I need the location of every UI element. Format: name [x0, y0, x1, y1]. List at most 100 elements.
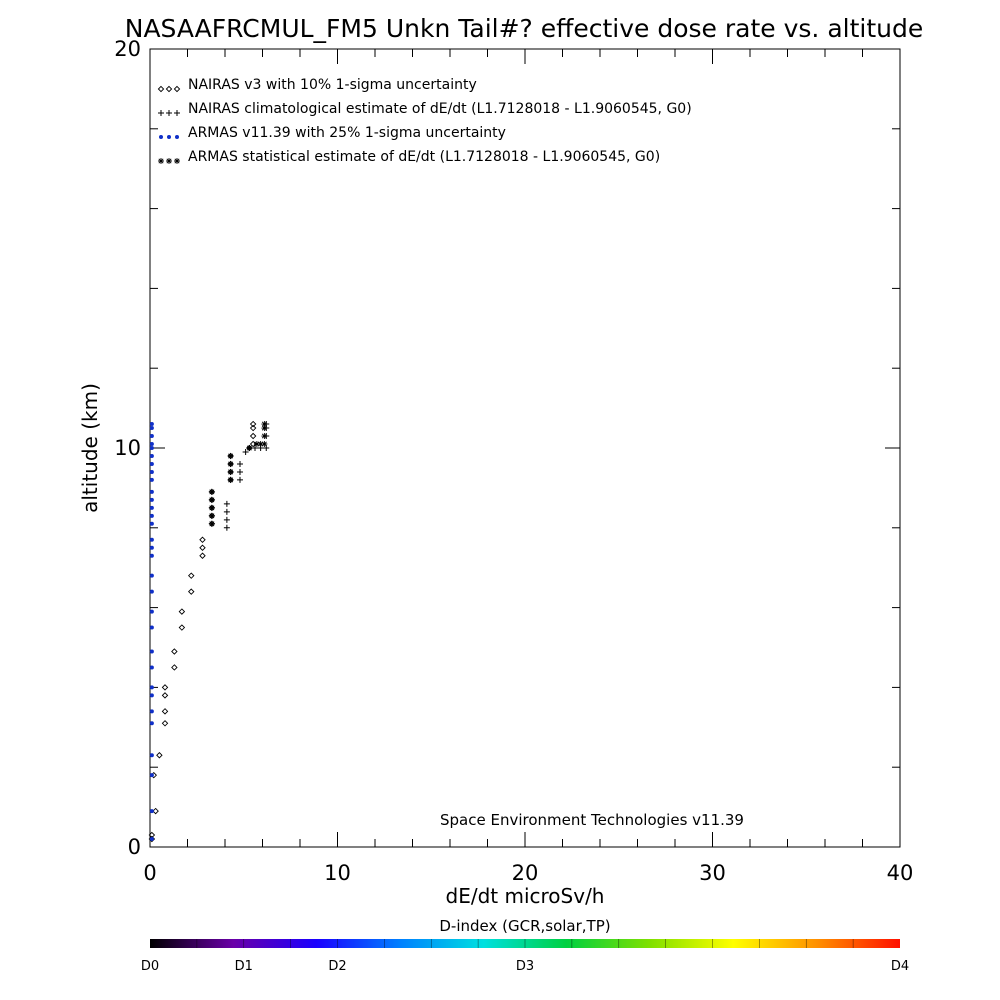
dot-point [149, 537, 154, 542]
asterisk-point [253, 441, 260, 448]
plus-point [237, 460, 243, 467]
legend-label: ARMAS v11.39 with 25% 1-sigma uncertaint… [188, 125, 506, 141]
dot-point [149, 753, 154, 758]
dot-point [149, 649, 154, 654]
dot-point [149, 422, 154, 427]
diamond-point [199, 544, 206, 551]
plus-point [237, 476, 243, 483]
asterisk-point [227, 468, 234, 475]
colorbar-label: D4 [891, 959, 909, 974]
dot-point [149, 685, 154, 690]
y-tick-label: 20 [114, 37, 141, 61]
dot-point [175, 135, 179, 139]
plus-point [237, 468, 243, 475]
dot-point [149, 453, 154, 458]
dot-point [149, 709, 154, 714]
colorbar-label: D1 [235, 959, 253, 974]
asterisk-point [208, 520, 215, 527]
dot-point [149, 434, 154, 439]
legend-label: NAIRAS climatological estimate of dE/dt … [188, 101, 692, 117]
asterisk-point [166, 158, 172, 164]
diamond-point [199, 536, 206, 544]
diamond-point [178, 608, 186, 615]
x-tick-label: 40 [887, 861, 914, 885]
dot-point [149, 609, 154, 614]
diamond-point [157, 85, 165, 93]
dot-point [149, 809, 154, 814]
diamond-point [152, 807, 159, 815]
dot-point [159, 135, 163, 139]
plus-point [223, 516, 230, 523]
plus-point [223, 500, 230, 507]
dot-point [149, 721, 154, 726]
plus-point [223, 508, 230, 515]
colorbar-ticks [196, 939, 854, 948]
asterisk-point [227, 452, 234, 459]
dot-point [149, 573, 154, 578]
asterisk-point [174, 158, 180, 164]
asterisk-point [261, 421, 268, 428]
dot-point [149, 545, 154, 550]
legend-item: ARMAS v11.39 with 25% 1-sigma uncertaint… [159, 125, 506, 141]
dot-point [149, 461, 154, 466]
diamond-point [173, 85, 181, 93]
diamond-point [188, 588, 195, 595]
diamond-point [161, 692, 169, 699]
diamond-point [249, 440, 257, 448]
legend-label: NAIRAS v3 with 10% 1-sigma uncertainty [188, 77, 477, 93]
asterisk-point [158, 158, 164, 164]
legend-item: NAIRAS v3 with 10% 1-sigma uncertainty [157, 77, 477, 93]
diamond-point [161, 720, 169, 727]
diamond-point [249, 432, 257, 440]
diamond-point [161, 684, 169, 691]
plus-point [174, 110, 180, 116]
series-diamond [148, 420, 257, 843]
diamond-point [178, 624, 186, 631]
asterisk-point [208, 504, 215, 511]
diamond-point [165, 85, 173, 93]
x-tick-label: 30 [699, 861, 726, 885]
chart-title: NASAAFRCMUL_FM5 Unkn Tail#? effective do… [125, 14, 924, 43]
credit-text: Space Environment Technologies v11.39 [440, 811, 744, 829]
y-tick-label: 0 [128, 835, 141, 859]
dot-point [149, 477, 154, 482]
diamond-point [171, 648, 178, 655]
legend-item: NAIRAS climatological estimate of dE/dt … [158, 101, 692, 117]
plus-point [158, 110, 164, 116]
diamond-point [249, 424, 257, 432]
x-tick-label: 20 [512, 861, 539, 885]
asterisk-point [261, 433, 268, 440]
dot-point [149, 426, 154, 431]
plus-point [223, 524, 230, 531]
dot-point [149, 513, 154, 518]
legend-item: ARMAS statistical estimate of dE/dt (L1.… [158, 149, 660, 165]
asterisk-point [227, 476, 234, 483]
colorbar-labels: D0 D1 D2 D3 D4 [141, 959, 909, 974]
diamond-point [161, 708, 169, 715]
asterisk-point [261, 441, 268, 448]
axis-ticks [149, 48, 901, 848]
asterisk-point [261, 425, 268, 432]
asterisk-point [246, 445, 253, 451]
dot-point [149, 442, 154, 447]
data-marks [148, 420, 270, 843]
dot-point [149, 505, 154, 510]
dot-point [149, 489, 154, 494]
diamond-point [199, 552, 206, 559]
axis-tick-labels: 0 10 20 30 40 0 10 20 [114, 37, 913, 885]
asterisk-point [257, 441, 264, 448]
dot-point [149, 665, 154, 670]
dot-point [149, 469, 154, 474]
dot-point [149, 693, 154, 698]
asterisk-point [227, 460, 234, 467]
dot-point [149, 446, 154, 450]
dot-point [167, 135, 171, 139]
colorbar-title: D-index (GCR,solar,TP) [439, 917, 610, 935]
asterisk-point [208, 488, 215, 495]
x-tick-label: 10 [324, 861, 351, 885]
colorbar-label: D0 [141, 959, 159, 974]
dot-point [149, 553, 154, 558]
dot-point [149, 837, 154, 842]
y-axis-label: altitude (km) [78, 383, 102, 513]
